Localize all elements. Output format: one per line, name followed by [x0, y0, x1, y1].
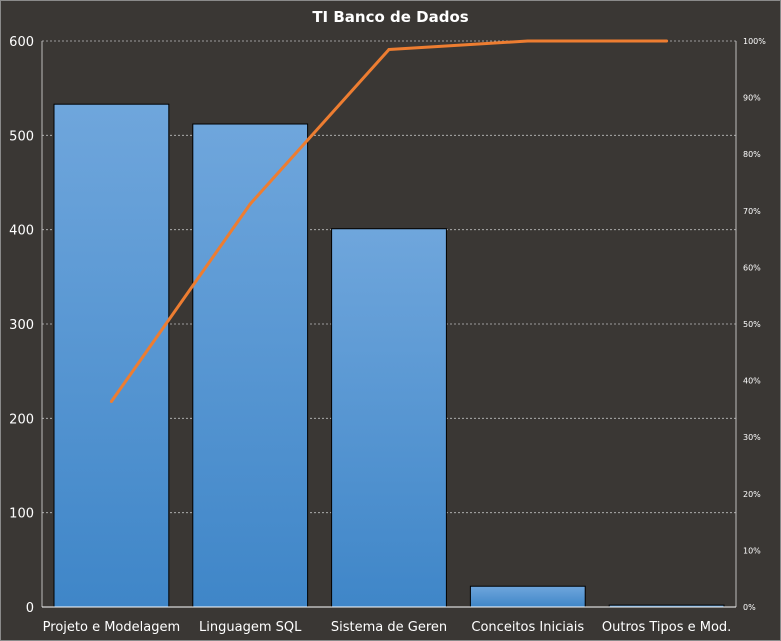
line-point-4: [665, 39, 669, 43]
y2-tick-label: 30%: [743, 433, 761, 442]
y-tick-label: 500: [9, 129, 34, 144]
x-tick-label: Outros Tipos e Mod.: [602, 620, 731, 635]
y2-tick-label: 100%: [743, 37, 766, 46]
line-point-0: [109, 400, 113, 404]
y2-tick-label: 80%: [743, 150, 761, 159]
y2-tick-label: 40%: [743, 377, 761, 386]
y2-tick-label: 10%: [743, 546, 761, 555]
line-point-3: [526, 39, 530, 43]
y2-tick-label: 70%: [743, 207, 761, 216]
x-tick-label: Conceitos Iniciais: [471, 620, 584, 635]
bar-2: [331, 228, 447, 608]
y2-tick-label: 90%: [743, 94, 761, 103]
y2-tick-label: 20%: [743, 490, 761, 499]
y-tick-label: 300: [9, 318, 34, 333]
y2-tick-label: 0%: [743, 603, 756, 612]
y-tick-label: 100: [9, 507, 34, 522]
line-point-2: [387, 47, 391, 51]
line-point-1: [248, 202, 252, 206]
x-tick-label: Linguagem SQL: [199, 620, 302, 635]
bar-0: [53, 103, 170, 608]
x-tick-label: Projeto e Modelagem: [43, 620, 180, 635]
x-tick-label: Sistema de Geren: [331, 620, 447, 635]
bar-1: [192, 123, 309, 608]
y2-tick-label: 50%: [743, 320, 761, 329]
y-tick-label: 200: [9, 412, 34, 427]
y-tick-label: 400: [9, 224, 34, 239]
bar-3: [469, 585, 586, 608]
y-tick-label: 0: [26, 601, 34, 616]
y-tick-label: 600: [9, 35, 34, 50]
y2-tick-label: 60%: [743, 263, 761, 272]
chart-title: TI Banco de Dados: [312, 8, 469, 26]
